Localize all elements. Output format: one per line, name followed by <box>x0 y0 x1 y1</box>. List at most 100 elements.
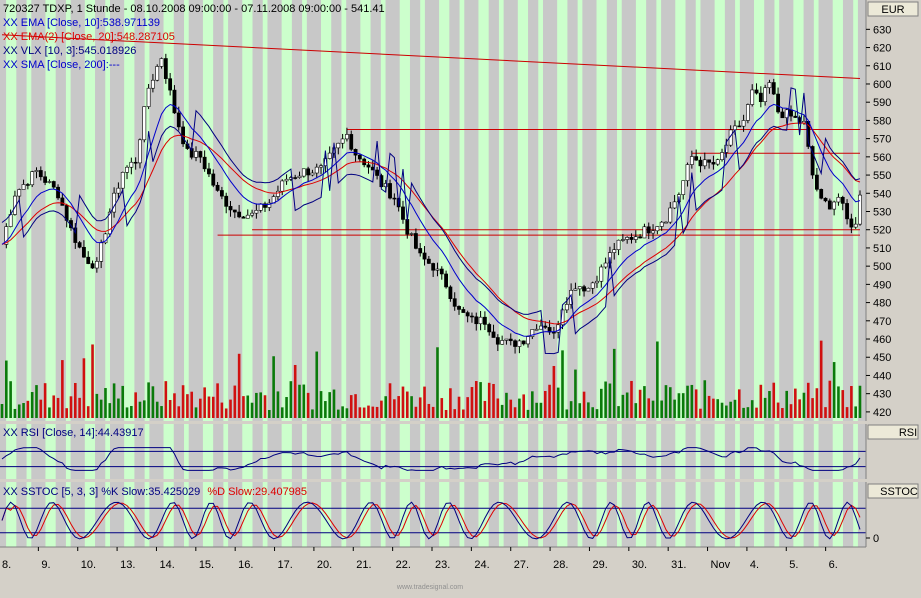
volume-bar <box>246 395 250 418</box>
volume-bar <box>462 409 465 418</box>
volume-bar <box>474 381 478 418</box>
candle-body <box>276 190 280 197</box>
x-tick-label: 5. <box>789 559 798 571</box>
candle-body <box>474 316 479 325</box>
candle-body <box>219 190 224 197</box>
candle-body <box>17 189 22 197</box>
volume-bar <box>302 384 306 418</box>
volume-bar <box>725 405 728 418</box>
day-band <box>184 482 189 547</box>
candle-body <box>457 306 461 310</box>
volume-bar <box>155 401 159 418</box>
candle-body <box>845 203 849 220</box>
candle-body <box>638 236 643 239</box>
volume-bar <box>828 380 832 418</box>
day-band <box>656 482 662 547</box>
volume-bar <box>505 392 508 418</box>
volume-bar <box>354 394 357 418</box>
candle-body <box>435 268 440 271</box>
volume-bar <box>48 407 51 418</box>
watermark: www.tradesignal.com <box>396 584 463 591</box>
day-band <box>498 482 504 547</box>
volume-bar <box>95 393 99 418</box>
volume-bar <box>164 381 168 418</box>
candle-body <box>526 336 530 345</box>
volume-bar <box>768 391 771 418</box>
volume-bar <box>43 383 47 418</box>
volume-bar <box>108 403 112 418</box>
day-band <box>557 0 568 421</box>
volume-bar <box>647 398 651 418</box>
volume-bar <box>479 382 482 418</box>
candle-body <box>4 226 9 245</box>
candle-body <box>60 197 65 206</box>
volume-bar <box>677 393 681 418</box>
candle-body <box>646 226 651 234</box>
volume-bar <box>819 340 823 418</box>
day-band <box>635 0 647 421</box>
volume-bar <box>393 399 396 418</box>
sstoc-legend-k: XX SSTOC [5, 3, 3] %K Slow:35.425029 <box>3 486 200 498</box>
day-band <box>498 0 504 421</box>
candle-body <box>327 152 332 159</box>
volume-bar <box>612 348 616 418</box>
x-tick-label: 6. <box>829 559 838 571</box>
candle-body <box>780 111 785 119</box>
candle-body <box>280 180 285 192</box>
day-band <box>714 482 725 547</box>
rsi-line <box>1 447 861 471</box>
candle-body <box>685 164 690 182</box>
volume-bar <box>418 397 422 418</box>
volume-bar <box>130 405 133 418</box>
volume-bar <box>0 403 4 418</box>
candle-body <box>439 268 444 275</box>
candle-body <box>245 214 250 219</box>
day-band <box>144 0 150 421</box>
candle-body <box>819 189 824 199</box>
currency-label: EUR <box>881 4 904 16</box>
rsi-axis-label: RSI <box>899 427 917 439</box>
volume-bar <box>112 383 116 418</box>
x-tick-label: 13. <box>120 559 135 571</box>
candle-body <box>500 340 505 345</box>
candle-body <box>629 237 634 240</box>
volume-bar <box>548 384 551 418</box>
x-tick-label: 31. <box>671 559 686 571</box>
volume-bar <box>142 400 146 418</box>
candle-body <box>224 195 229 207</box>
volume-bar <box>211 396 215 418</box>
volume-bar <box>35 385 38 418</box>
y-tick-label: 440 <box>873 370 891 382</box>
volume-bar <box>203 387 206 418</box>
trend-line <box>1 34 861 80</box>
volume-bar <box>337 409 340 418</box>
day-band <box>753 0 765 421</box>
day-band <box>45 482 56 547</box>
candle-body <box>461 309 466 313</box>
candle-body <box>789 109 793 117</box>
volume-bar <box>535 402 538 418</box>
volume-bar <box>401 386 405 418</box>
volume-bar <box>237 353 241 418</box>
candle-body <box>793 115 798 118</box>
candle-body <box>491 331 496 338</box>
y-tick-label: 530 <box>873 207 891 219</box>
day-band <box>793 482 804 547</box>
candle-body <box>288 177 293 180</box>
volume-bar <box>306 392 310 418</box>
volume-bar <box>181 385 185 418</box>
volume-bar <box>69 396 73 418</box>
volume-bar <box>453 409 457 418</box>
volume-bar <box>781 408 784 418</box>
day-band <box>45 0 56 421</box>
y-tick-label: 460 <box>873 334 891 346</box>
day-band <box>853 0 858 421</box>
candle-body <box>521 340 526 345</box>
candle-body <box>448 286 453 299</box>
day-band <box>656 0 662 421</box>
candle-body <box>306 168 311 176</box>
volume-bar <box>13 408 17 418</box>
x-tick-label: 15. <box>199 559 214 571</box>
candle-body <box>853 223 858 228</box>
candle-body <box>530 329 535 337</box>
